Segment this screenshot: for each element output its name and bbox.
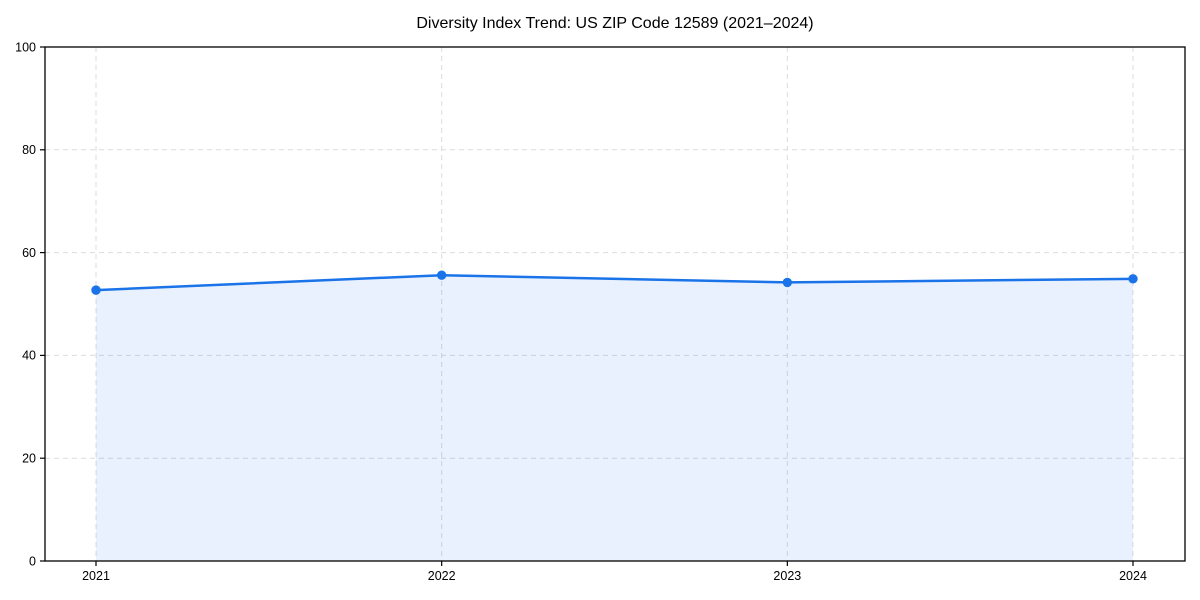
axis-layer: 0 20 40 60 80 100 2021 2022 2023 2024 [15,40,1186,583]
y-tick-label: 100 [15,40,36,54]
y-tick-label: 60 [22,246,36,260]
plot-border [44,46,1186,562]
y-tick-label: 20 [22,451,36,465]
x-tick-label: 2024 [1119,569,1147,583]
series-layer [91,270,1138,561]
x-tick-label: 2022 [428,569,456,583]
x-tick-label: 2021 [82,569,110,583]
chart-title: Diversity Index Trend: US ZIP Code 12589… [416,15,813,32]
y-tick-label: 80 [22,143,36,157]
series-area-fill [96,275,1133,561]
y-tick-label: 40 [22,349,36,363]
y-tick-label: 0 [29,554,36,568]
data-point-marker [1128,274,1138,284]
data-point-marker [436,270,447,280]
x-tick-label: 2023 [773,569,801,583]
series-line [94,273,1135,292]
data-point-marker [782,277,793,288]
data-point-marker [91,285,101,295]
